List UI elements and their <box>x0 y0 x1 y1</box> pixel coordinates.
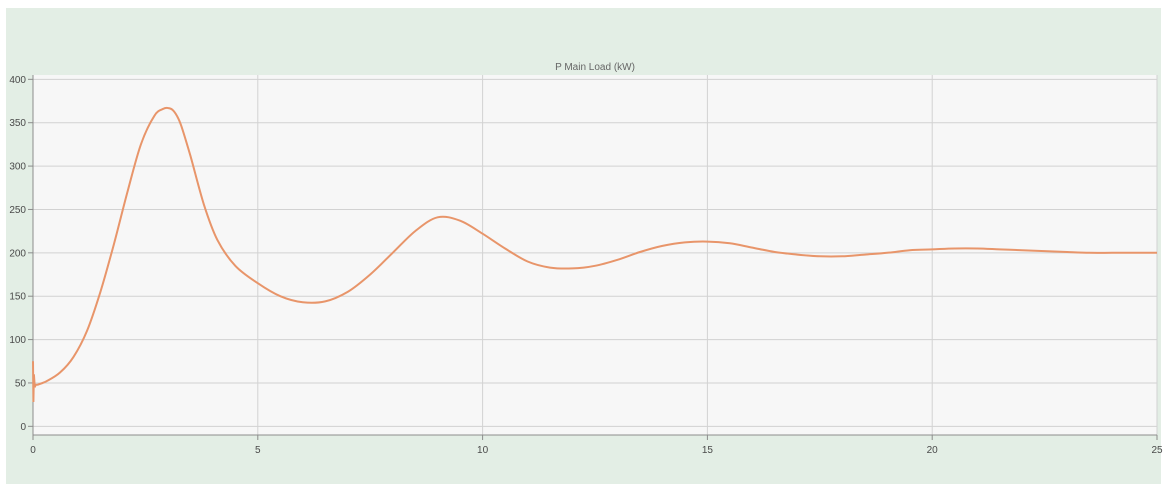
y-tick-label: 350 <box>9 118 26 129</box>
x-tick-label: 20 <box>927 445 939 456</box>
x-tick-label: 10 <box>477 445 489 456</box>
y-tick-label: 50 <box>15 378 27 389</box>
plot-area <box>33 75 1157 435</box>
y-tick-label: 250 <box>9 205 26 216</box>
x-tick-label: 0 <box>30 445 36 456</box>
y-tick-label: 400 <box>9 75 26 86</box>
y-tick-label: 150 <box>9 292 26 303</box>
grid <box>33 75 1158 435</box>
x-tick-label: 5 <box>255 445 261 456</box>
x-tick-label: 15 <box>702 445 714 456</box>
y-tick-label: 200 <box>9 248 26 259</box>
y-tick-label: 0 <box>20 422 26 433</box>
y-tick-label: 100 <box>9 335 26 346</box>
series-line-p-main-load <box>32 106 1157 403</box>
y-tick-label: 300 <box>9 162 26 173</box>
x-tick-label: 25 <box>1151 445 1163 456</box>
chart-title: P Main Load (kW) <box>555 62 635 73</box>
